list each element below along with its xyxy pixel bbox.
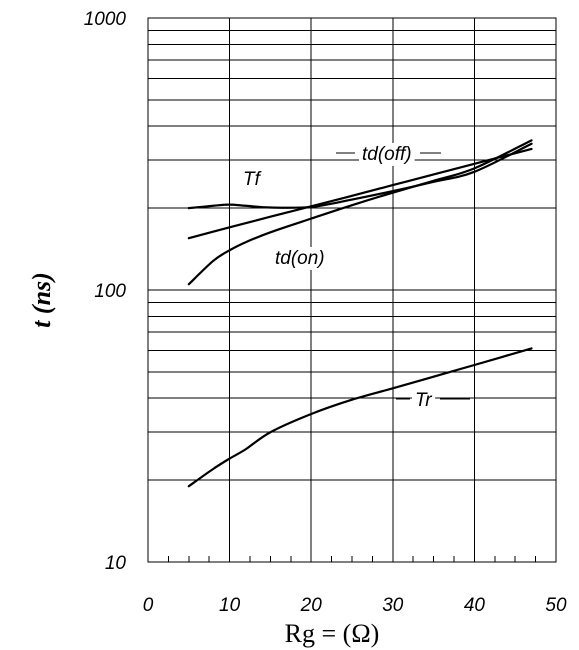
series-line	[187, 142, 533, 210]
series-line	[187, 147, 533, 240]
series-label-background	[359, 143, 415, 166]
series-label-background	[240, 168, 265, 191]
y-tick-label: 1000	[84, 9, 127, 30]
series-labels: td(off) Tf td(on) Tr	[240, 143, 470, 412]
x-tick-label: 40	[464, 595, 486, 616]
x-tick-label: 50	[545, 595, 567, 616]
y-tick-labels: 10 100 1000	[84, 9, 127, 574]
series-label: Tr	[415, 390, 432, 411]
x-tick-label: 20	[300, 595, 323, 616]
grid-lines	[147, 17, 557, 563]
series-label: td(off)	[362, 144, 412, 165]
series-label: td(on)	[275, 248, 325, 269]
series-label: Tf	[243, 169, 262, 190]
series-curves	[187, 139, 533, 488]
y-axis-title: t (ns)	[27, 272, 56, 328]
series-label-background	[272, 247, 328, 270]
x-minor-tick-marks	[167, 556, 537, 562]
x-tick-label: 30	[382, 595, 404, 616]
series-line	[187, 347, 533, 488]
series-line	[187, 139, 533, 286]
x-axis-title: Rg = (Ω)	[285, 619, 380, 648]
x-tick-label: 10	[219, 595, 241, 616]
series-label-background	[412, 389, 436, 412]
y-tick-label: 10	[105, 553, 127, 574]
y-tick-label: 100	[94, 281, 126, 302]
x-tick-label: 0	[143, 595, 154, 616]
x-tick-labels: 0 10 20 30 40 50	[143, 595, 567, 616]
